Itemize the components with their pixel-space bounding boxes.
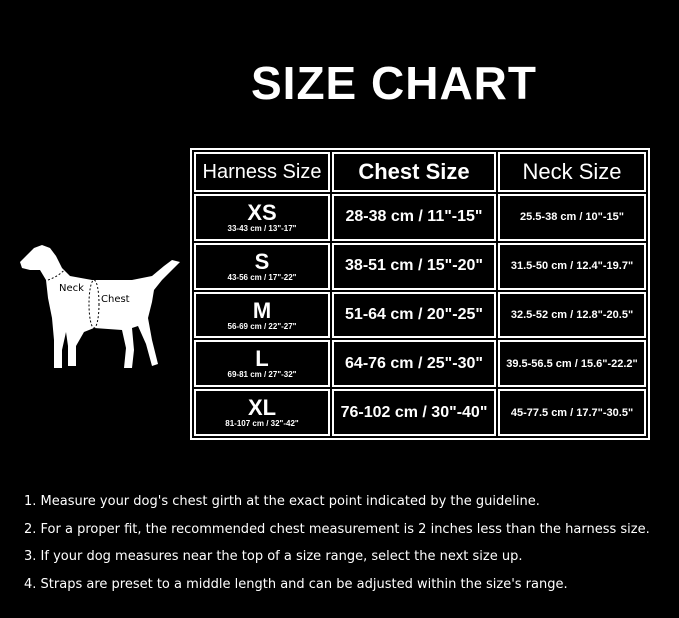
size-range: 69-81 cm / 27"-32"	[227, 370, 297, 380]
size-label: S	[254, 248, 270, 274]
note-item: 1. Measure your dog's chest girth at the…	[24, 494, 540, 509]
table-row: S 43-56 cm / 17"-22" 38-51 cm / 15"-20" 3…	[194, 242, 646, 290]
chest-cell: 64-76 cm / 25"-30"	[332, 340, 496, 388]
table-row: XL 81-107 cm / 32"-42" 76-102 cm / 30"-40…	[194, 389, 646, 436]
size-range: 43-56 cm / 17"-22"	[227, 272, 297, 282]
size-table: Harness Size Chest Size Neck Size XS 33-4…	[190, 148, 650, 440]
table-header-row: Harness Size Chest Size Neck Size	[194, 152, 646, 193]
dog-silhouette	[20, 245, 180, 368]
size-label: L	[255, 346, 269, 372]
neck-cell: 45-77.5 cm / 17.7"-30.5"	[498, 389, 646, 436]
header-neck-size: Neck Size	[498, 152, 646, 193]
notes-list: 1. Measure your dog's chest girth at the…	[24, 488, 650, 598]
size-label: M	[252, 297, 272, 323]
chest-cell: 38-51 cm / 15"-20"	[332, 242, 496, 290]
table-row: XS 33-43 cm / 13"-17" 28-38 cm / 11"-15" …	[194, 194, 646, 241]
harness-size-cell: XS 33-43 cm / 13"-17"	[194, 194, 330, 241]
chest-cell: 76-102 cm / 30"-40"	[332, 389, 496, 436]
size-range: 81-107 cm / 32"-42"	[225, 419, 299, 429]
chest-label: Chest	[101, 294, 130, 305]
dog-illustration: Neck Chest	[20, 245, 180, 368]
neck-cell: 25.5-38 cm / 10"-15"	[498, 194, 646, 241]
page-title: SIZE CHART	[251, 57, 537, 109]
size-label: XL	[247, 395, 277, 421]
neck-cell: 39.5-56.5 cm / 15.6"-22.2"	[498, 340, 646, 388]
neck-cell: 31.5-50 cm / 12.4"-19.7"	[498, 242, 646, 290]
harness-size-cell: M 56-69 cm / 22"-27"	[194, 291, 330, 339]
table-row: M 56-69 cm / 22"-27" 51-64 cm / 20"-25" 3…	[194, 291, 646, 339]
chest-cell: 28-38 cm / 11"-15"	[332, 194, 496, 241]
size-range: 56-69 cm / 22"-27"	[227, 321, 297, 331]
note-item: 2. For a proper fit, the recommended che…	[24, 521, 650, 537]
chest-cell: 51-64 cm / 20"-25"	[332, 291, 496, 339]
note-item: 4. Straps are preset to a middle length …	[24, 576, 568, 592]
harness-size-cell: L 69-81 cm / 27"-32"	[194, 340, 330, 388]
size-range: 33-43 cm / 13"-17"	[227, 223, 297, 233]
table-row: L 69-81 cm / 27"-32" 64-76 cm / 25"-30" 3…	[194, 340, 646, 388]
note-item: 3. If your dog measures near the top of …	[24, 549, 523, 564]
neck-label: Neck	[59, 283, 84, 294]
neck-cell: 32.5-52 cm / 12.8"-20.5"	[498, 291, 646, 339]
harness-size-cell: XL 81-107 cm / 32"-42"	[194, 389, 330, 436]
size-label: XS	[247, 199, 277, 225]
header-harness-size: Harness Size	[194, 152, 330, 193]
header-chest-size: Chest Size	[332, 152, 496, 193]
harness-size-cell: S 43-56 cm / 17"-22"	[194, 242, 330, 290]
